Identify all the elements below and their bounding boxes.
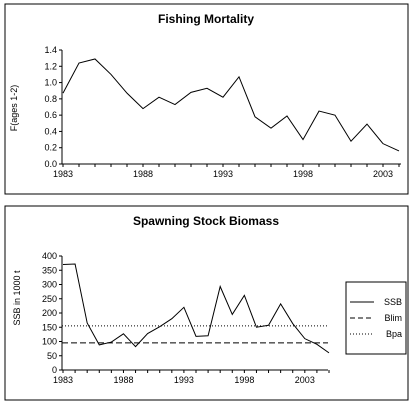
y-tick-label: 0.8 bbox=[44, 94, 57, 104]
y-tick-label: 400 bbox=[42, 251, 57, 261]
x-tick-label: 1988 bbox=[133, 169, 153, 179]
legend-label: SSB bbox=[384, 297, 402, 307]
chart-title: Fishing Mortality bbox=[158, 12, 254, 26]
fishing-mortality-panel: Fishing Mortality F(ages 1-2) 0.0 0.2 0.4 0… bbox=[4, 3, 409, 195]
x-tick-label: 2003 bbox=[373, 169, 393, 179]
panel-frame bbox=[4, 3, 409, 195]
x-tick-label: 1983 bbox=[53, 375, 73, 385]
y-tick-label: 50 bbox=[47, 351, 57, 361]
y-tick-label: 0.2 bbox=[44, 143, 57, 153]
x-tick-label: 1998 bbox=[234, 375, 254, 385]
y-tick-label: 0.4 bbox=[44, 126, 57, 136]
y-tick-label: 1.0 bbox=[44, 78, 57, 88]
y-tick-label: 1.4 bbox=[44, 45, 57, 55]
x-tick-label: 1988 bbox=[113, 375, 133, 385]
y-tick-label: 200 bbox=[42, 308, 57, 318]
legend-frame bbox=[345, 281, 407, 355]
y-tick-label: 250 bbox=[42, 294, 57, 304]
y-tick-label: 0 bbox=[52, 365, 57, 375]
chart-title: Spawning Stock Biomass bbox=[133, 214, 279, 228]
x-tick-label: 1998 bbox=[293, 169, 313, 179]
x-tick-label: 1993 bbox=[213, 169, 233, 179]
y-tick-label: 100 bbox=[42, 337, 57, 347]
x-tick-label: 1993 bbox=[174, 375, 194, 385]
y-axis-label: SSB in 1000 t bbox=[12, 270, 22, 326]
x-tick-label: 1983 bbox=[53, 169, 73, 179]
panel-frame bbox=[4, 205, 409, 401]
legend: SSB Blim Bpa bbox=[345, 281, 407, 355]
y-tick-label: 0.0 bbox=[44, 159, 57, 169]
series-line bbox=[62, 58, 400, 152]
legend-label: Blim bbox=[385, 313, 403, 323]
spawning-stock-biomass-panel: Spawning Stock Biomass SSB in 1000 t 0 50… bbox=[4, 205, 409, 401]
y-tick-label: 1.2 bbox=[44, 61, 57, 71]
y-tick-label: 150 bbox=[42, 322, 57, 332]
x-tick-label: 2003 bbox=[295, 375, 315, 385]
y-tick-label: 350 bbox=[42, 265, 57, 275]
y-tick-label: 300 bbox=[42, 280, 57, 290]
y-tick-label: 0.6 bbox=[44, 110, 57, 120]
y-axis-label: F(ages 1-2) bbox=[9, 85, 19, 132]
legend-label: Bpa bbox=[386, 329, 402, 339]
